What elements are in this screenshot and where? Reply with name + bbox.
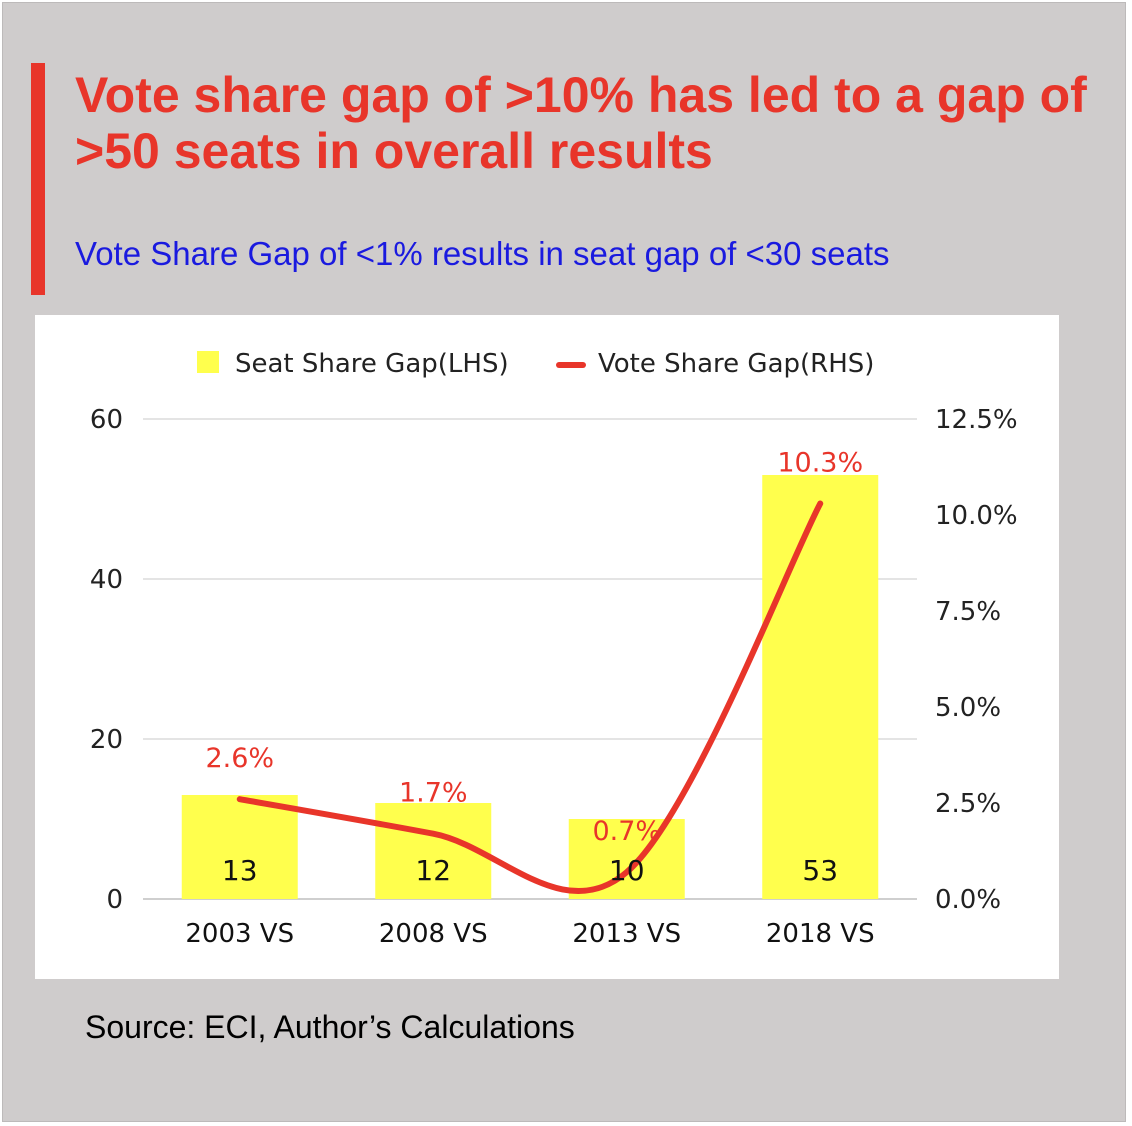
right-tick-label: 0.0% bbox=[935, 885, 1001, 915]
bar-value-label: 13 bbox=[222, 854, 258, 887]
vote-share-point bbox=[239, 798, 241, 800]
category-label: 2003 VS bbox=[185, 919, 294, 949]
right-tick-label: 2.5% bbox=[935, 789, 1001, 819]
headline: Vote share gap of >10% has led to a gap … bbox=[75, 67, 1087, 179]
category-label: 2013 VS bbox=[572, 919, 681, 949]
vote-share-point bbox=[819, 502, 821, 504]
line-value-label: 2.6% bbox=[205, 743, 274, 774]
bar-value-label: 10 bbox=[609, 854, 645, 887]
bars bbox=[181, 475, 879, 899]
bar bbox=[762, 475, 879, 899]
category-label: 2008 VS bbox=[379, 919, 488, 949]
bar-value-label: 53 bbox=[802, 854, 838, 887]
data-labels: 13 12 10 53 2.6% 1.7% 0.7% 10.3% bbox=[205, 447, 863, 887]
line-value-label: 0.7% bbox=[592, 816, 661, 847]
vote-share-point bbox=[432, 833, 434, 835]
accent-bar bbox=[31, 63, 45, 295]
right-tick-label: 10.0% bbox=[935, 501, 1018, 531]
line-series bbox=[236, 500, 824, 895]
left-tick-label: 40 bbox=[90, 565, 123, 595]
axes: 0 20 40 60 0.0% 2.5% 5.0% 7.5% 10.0% 12.5% 2003 VS… bbox=[90, 405, 1018, 949]
right-tick-label: 5.0% bbox=[935, 693, 1001, 723]
legend-swatch-seat-share bbox=[197, 351, 219, 373]
left-tick-label: 20 bbox=[90, 725, 123, 755]
category-label: 2018 VS bbox=[766, 919, 875, 949]
right-tick-label: 7.5% bbox=[935, 597, 1001, 627]
bar bbox=[568, 819, 685, 899]
combo-chart: 13 12 10 53 2.6% 1.7% 0.7% 10.3% 0 20 40 60 0.0% 2.5… bbox=[90, 349, 1018, 949]
legend: Seat Share Gap(LHS) Vote Share Gap(RHS) bbox=[197, 349, 874, 379]
legend-label-seat-share: Seat Share Gap(LHS) bbox=[235, 349, 509, 379]
right-tick-label: 12.5% bbox=[935, 405, 1018, 435]
bar-value-label: 12 bbox=[415, 854, 451, 887]
legend-label-vote-share: Vote Share Gap(RHS) bbox=[598, 349, 874, 379]
chart-panel: 13 12 10 53 2.6% 1.7% 0.7% 10.3% 0 20 40 60 0.0% 2.5… bbox=[35, 315, 1059, 979]
bar bbox=[181, 795, 298, 899]
source-note: Source: ECI, Author’s Calculations bbox=[85, 1009, 575, 1045]
line-value-label: 1.7% bbox=[399, 778, 468, 809]
left-tick-label: 0 bbox=[106, 885, 123, 915]
vote-share-point bbox=[626, 871, 628, 873]
line-value-label: 10.3% bbox=[777, 447, 863, 478]
vote-share-gap-line bbox=[236, 500, 824, 895]
left-tick-label: 60 bbox=[90, 405, 123, 435]
subheadline: Vote Share Gap of <1% results in seat ga… bbox=[75, 235, 890, 272]
